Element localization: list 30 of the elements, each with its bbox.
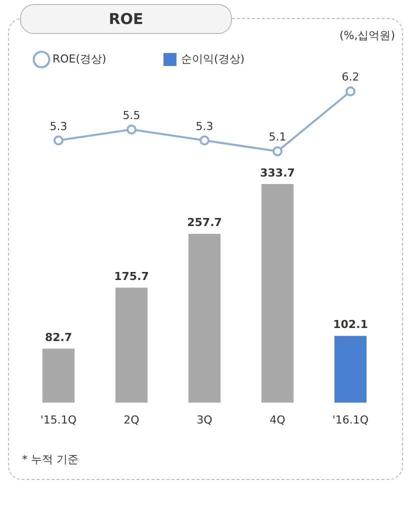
x-tick-label: '16.1Q [332, 413, 369, 426]
point [126, 124, 136, 134]
data-label: 175.7 [114, 270, 149, 283]
data-label: 257.7 [187, 216, 222, 230]
data-label: 102.1 [333, 318, 368, 332]
x-tick-label: 4Q [270, 413, 286, 426]
data-label: 82.7 [44, 330, 72, 344]
x-tick-label: '15.1Q [40, 413, 77, 426]
x-tick-label: 2Q [124, 413, 140, 426]
data-label: 5.5 [122, 108, 140, 122]
data-label: 5.3 [196, 120, 214, 133]
text: * 누적 기준 [22, 452, 78, 467]
legend-label: 순이익(경상) [180, 52, 245, 66]
bar [188, 234, 221, 403]
bar [42, 348, 75, 403]
point [54, 135, 64, 146]
chart-subtitle: (%,십억원) [339, 28, 395, 43]
point [200, 135, 210, 146]
point [346, 86, 356, 96]
data-label: 5.3 [50, 120, 68, 133]
legend-label: ROE(경상) [52, 52, 106, 66]
data-label: 5.1 [268, 130, 286, 144]
bar [261, 184, 294, 403]
bar [334, 336, 367, 403]
chart-title: ROE [20, 4, 232, 34]
x-tick-label: 3Q [196, 413, 213, 426]
data-label: 6.2 [342, 70, 360, 84]
bar [115, 288, 148, 403]
point [272, 146, 282, 156]
data-label: 333.7 [260, 166, 295, 180]
